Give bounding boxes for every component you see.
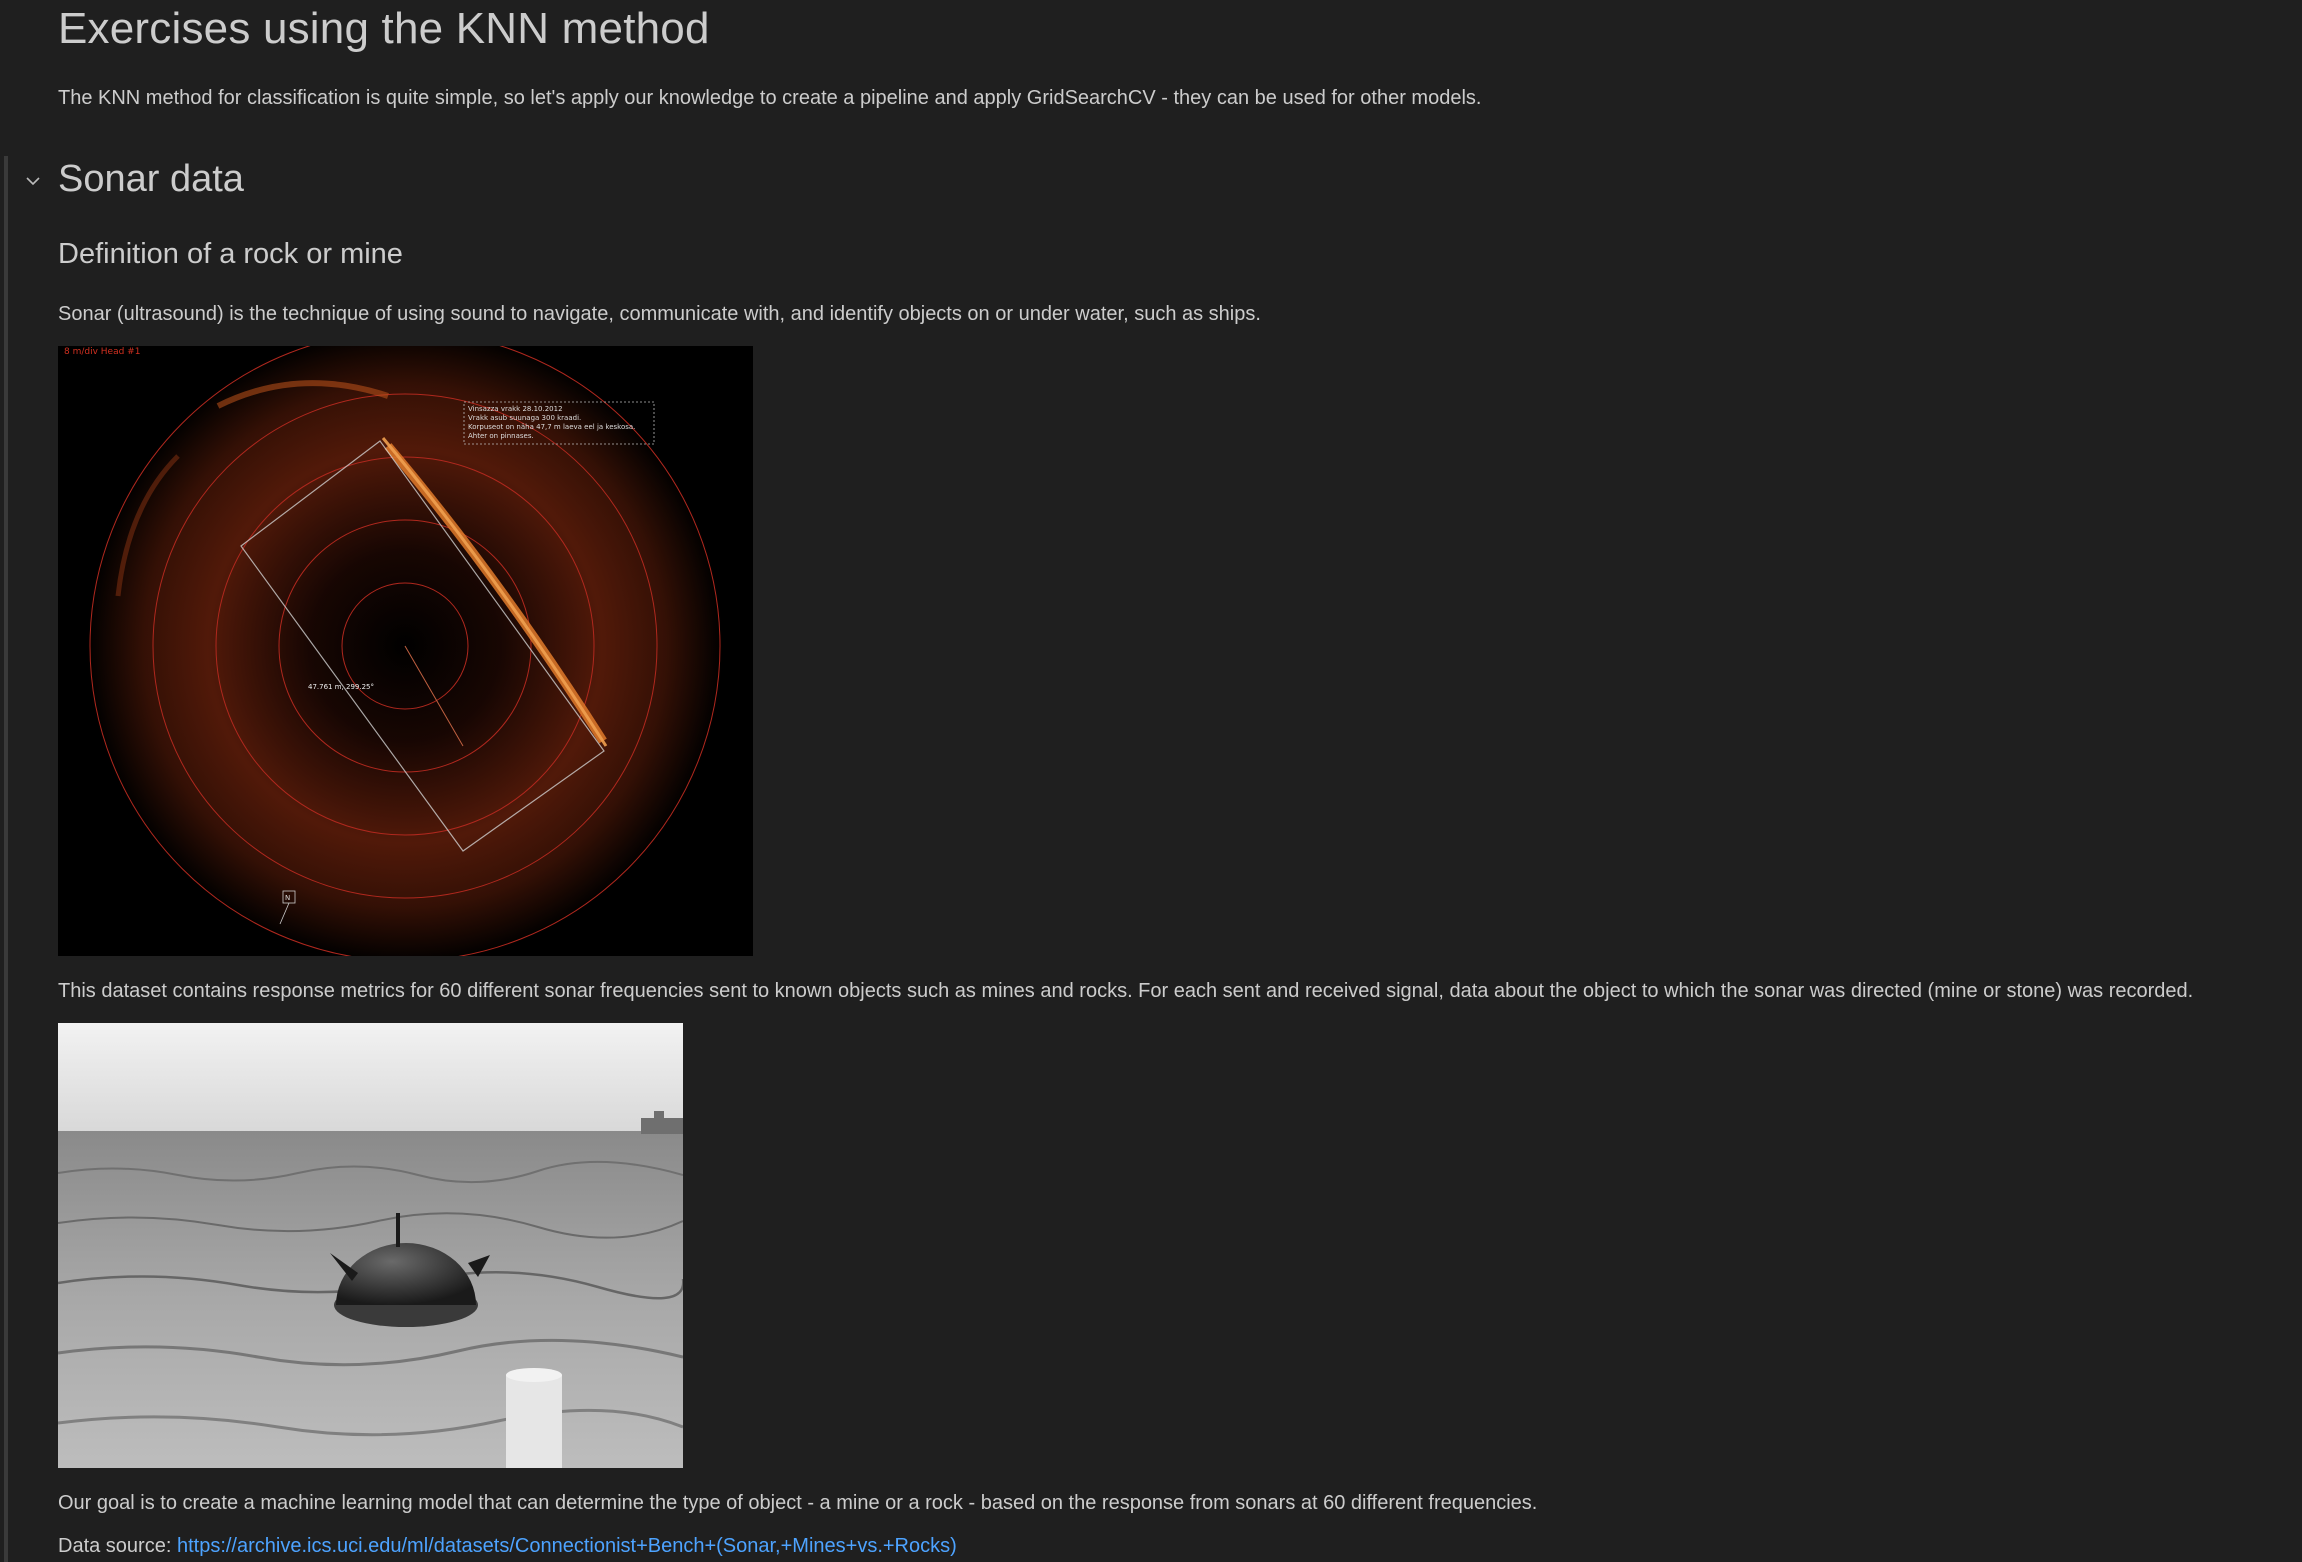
sonar-annotation-line-2: Vrakk asub suunaga 300 kraadi.	[468, 414, 581, 422]
sonar-definition-paragraph: Sonar (ultrasound) is the technique of u…	[58, 303, 1261, 325]
data-source-line: Data source: https://archive.ics.uci.edu…	[58, 1535, 957, 1558]
sonar-scan-image: 8 m/div Head #1 Vinsazza vrakk 28.10.201…	[58, 328, 753, 964]
goal-paragraph: Our goal is to create a machine learning…	[58, 1492, 1538, 1514]
cell-gutter-bar[interactable]	[4, 156, 8, 1562]
intro-paragraph: The KNN method for classification is qui…	[58, 87, 1482, 109]
data-source-label: Data source:	[58, 1535, 177, 1557]
data-source-link[interactable]: https://archive.ics.uci.edu/ml/datasets/…	[176, 1535, 957, 1557]
dataset-paragraph: This dataset contains response metrics f…	[58, 980, 2194, 1002]
naval-mine-photo	[58, 1023, 683, 1468]
collapse-section-toggle[interactable]	[22, 170, 44, 192]
section-title: Sonar data	[58, 158, 244, 200]
sonar-compass-label: N	[285, 894, 290, 902]
sonar-measure-label: 47.761 m, 299.25°	[308, 683, 374, 691]
sonar-annotation-line-4: Ahter on pinnases.	[468, 432, 534, 440]
sonar-header-label: 8 m/div Head #1	[64, 347, 140, 357]
naval-mine-graphic	[58, 1023, 683, 1468]
sonar-annotation-line-1: Vinsazza vrakk 28.10.2012	[468, 405, 563, 413]
subsection-title: Definition of a rock or mine	[58, 238, 403, 270]
page-title: Exercises using the KNN method	[58, 4, 710, 53]
sonar-scan-graphic: 8 m/div Head #1 Vinsazza vrakk 28.10.201…	[58, 328, 753, 964]
chevron-down-icon	[26, 177, 40, 186]
sonar-annotation-line-3: Korpuseot on näha 47,7 m laeva eel ja ke…	[468, 423, 635, 431]
